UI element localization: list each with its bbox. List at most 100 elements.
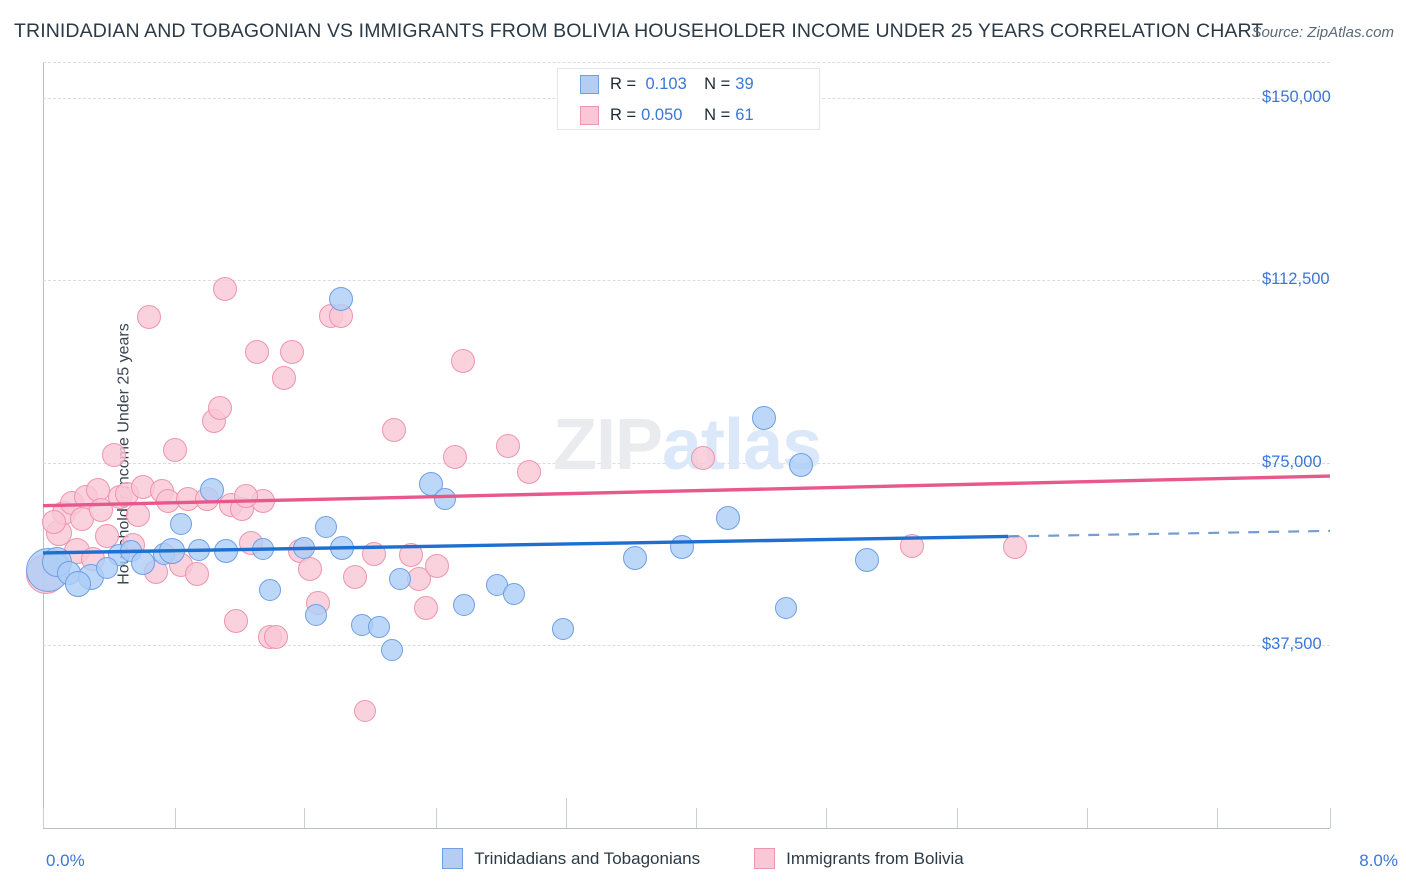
data-point[interactable] [434, 487, 457, 510]
data-point[interactable] [442, 444, 467, 469]
data-point[interactable] [207, 396, 232, 421]
data-point[interactable] [1002, 534, 1027, 559]
data-point[interactable] [305, 604, 328, 627]
series-color-swatch [580, 75, 599, 94]
data-point[interactable] [315, 516, 338, 539]
data-point[interactable] [751, 406, 776, 431]
trendline-blue [42, 534, 1009, 555]
correlation-stats-box: R = 0.103 N = 39 R = 0.050 N = 61 [557, 68, 820, 130]
correlation-stats-row: R = 0.050 N = 61 [558, 100, 819, 131]
data-point[interactable] [368, 616, 391, 639]
r-value: 0.050 [641, 106, 683, 124]
x-axis-tick [1217, 808, 1219, 828]
data-point[interactable] [224, 608, 249, 633]
source-attribution: Source: ZipAtlas.com [1251, 24, 1394, 41]
y-axis-line [43, 62, 44, 828]
data-point[interactable] [170, 512, 193, 535]
data-point[interactable] [258, 579, 281, 602]
data-point[interactable] [381, 417, 406, 442]
data-point[interactable] [101, 442, 126, 467]
page-title: TRINIDADIAN AND TOBAGONIAN VS IMMIGRANTS… [14, 20, 1264, 42]
x-axis-tick [1330, 808, 1331, 828]
data-point[interactable] [96, 557, 119, 580]
r-label: R = [610, 106, 637, 124]
n-label: N = [704, 75, 731, 93]
data-point[interactable] [272, 366, 297, 391]
legend-label: Immigrants from Bolivia [786, 848, 964, 868]
x-axis-tick [174, 808, 176, 828]
data-point[interactable] [389, 568, 412, 591]
data-point[interactable] [381, 638, 404, 661]
legend-label: Trinidadians and Tobagonians [474, 848, 701, 868]
data-point[interactable] [854, 547, 879, 572]
data-point[interactable] [453, 594, 476, 617]
y-axis-tick-label: $37,500 [1262, 635, 1322, 654]
gridline [43, 645, 1330, 647]
y-axis-tick-label: $75,000 [1262, 452, 1322, 471]
x-axis-tick [565, 798, 567, 828]
data-point[interactable] [551, 617, 574, 640]
gridline [43, 62, 1330, 63]
n-label: N = [704, 106, 731, 124]
y-axis-tick-label: $150,000 [1262, 87, 1331, 106]
correlation-stats-row: R = 0.103 N = 39 [558, 69, 819, 100]
data-point[interactable] [233, 483, 258, 508]
x-axis-min-label: 0.0% [46, 851, 85, 870]
legend-color-swatch [754, 848, 776, 869]
data-point[interactable] [425, 553, 450, 578]
data-point[interactable] [298, 557, 323, 581]
x-axis-tick [826, 808, 828, 828]
data-point[interactable] [503, 583, 526, 606]
y-axis-tick-label: $112,500 [1262, 270, 1330, 289]
data-point[interactable] [88, 497, 113, 522]
x-axis-tick [1087, 808, 1089, 828]
data-point[interactable] [42, 509, 67, 534]
data-point[interactable] [788, 452, 813, 477]
data-point[interactable] [137, 305, 162, 330]
data-point[interactable] [343, 565, 368, 590]
data-point[interactable] [669, 534, 694, 559]
trendline-blue-extrapolated [1008, 529, 1331, 538]
x-axis-tick [303, 808, 305, 828]
data-point[interactable] [244, 340, 269, 365]
data-point[interactable] [280, 340, 305, 365]
data-point[interactable] [516, 460, 541, 485]
data-point[interactable] [495, 434, 520, 459]
r-value: 0.103 [645, 75, 687, 93]
r-label: R = [610, 75, 637, 93]
trendline-pink [42, 474, 1331, 508]
x-axis-tick [956, 808, 958, 828]
series-color-swatch [580, 106, 599, 125]
data-point[interactable] [185, 562, 210, 587]
data-point[interactable] [162, 437, 187, 462]
data-point[interactable] [212, 277, 237, 302]
legend-color-swatch [442, 848, 464, 869]
data-point[interactable] [264, 624, 289, 649]
x-axis-max-label: 8.0% [1359, 851, 1398, 870]
x-axis-tick [696, 808, 698, 828]
data-point[interactable] [65, 571, 92, 598]
data-point[interactable] [716, 506, 741, 531]
legend-item-trinidadians-and-tobagonians[interactable]: Trinidadians and Tobagonians [442, 848, 700, 869]
x-axis-line [43, 828, 1330, 829]
data-point[interactable] [623, 545, 648, 570]
data-point[interactable] [413, 596, 438, 621]
data-point[interactable] [199, 478, 224, 503]
x-axis-tick [435, 808, 437, 828]
n-value: 61 [735, 106, 754, 124]
data-point[interactable] [775, 597, 798, 620]
x-axis-tick [43, 808, 44, 828]
data-point[interactable] [450, 349, 475, 374]
data-point[interactable] [130, 551, 155, 576]
gridline [43, 462, 1330, 464]
data-point[interactable] [690, 446, 715, 471]
data-point[interactable] [328, 287, 353, 312]
series-legend: Trinidadians and Tobagonians Immigrants f… [0, 848, 1406, 869]
gridline [43, 280, 1330, 282]
n-value: 39 [735, 75, 754, 93]
data-point[interactable] [201, 409, 226, 434]
legend-item-immigrants-from-bolivia[interactable]: Immigrants from Bolivia [754, 848, 964, 869]
data-point[interactable] [353, 700, 376, 723]
